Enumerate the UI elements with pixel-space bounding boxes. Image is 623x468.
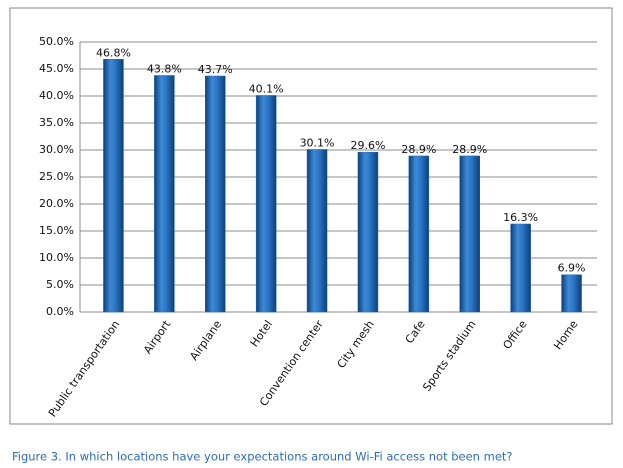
value-label: 46.8% [96, 46, 131, 59]
x-tick-label: City mesh [335, 318, 377, 371]
bar [459, 155, 480, 313]
y-tick-label: 0.0% [46, 305, 74, 318]
value-label: 6.9% [558, 262, 586, 275]
y-tick-label: 30.0% [39, 143, 74, 156]
caption: Figure 3. In which locations have your e… [12, 450, 513, 464]
y-tick-label: 5.0% [46, 278, 74, 291]
bar [255, 95, 277, 313]
bar [357, 151, 379, 313]
x-tick-label: Sports stadium [420, 318, 478, 394]
y-tick-label: 50.0% [39, 35, 74, 48]
y-tick-label: 35.0% [39, 116, 74, 129]
y-tick-label: 40.0% [39, 89, 74, 102]
value-label: 30.1% [300, 136, 335, 149]
value-label: 40.1% [249, 82, 284, 95]
bar [154, 75, 175, 313]
x-tick-label: Airport [141, 317, 174, 356]
value-label: 43.8% [147, 62, 182, 75]
value-label: 16.3% [503, 211, 538, 224]
y-tick-label: 10.0% [39, 251, 74, 264]
chart-border [9, 7, 613, 425]
x-tick-label: Public transportation [46, 318, 122, 419]
y-tick-label: 45.0% [39, 62, 74, 75]
x-tick-label: Airplane [187, 318, 224, 363]
bar [205, 75, 226, 313]
bar [103, 59, 124, 313]
value-label: 29.6% [350, 139, 385, 152]
y-tick-label: 15.0% [39, 224, 74, 237]
x-tick-label: Cafe [403, 318, 428, 346]
y-tick-label: 20.0% [39, 197, 74, 210]
value-label: 28.9% [452, 143, 487, 156]
x-tick-label: Home [551, 318, 580, 352]
value-label: 28.9% [401, 143, 436, 156]
x-tick-label: Office [500, 318, 529, 352]
bar [306, 149, 328, 313]
x-tick-label: Hotel [248, 318, 275, 349]
y-tick-label: 25.0% [39, 170, 74, 183]
bar [561, 274, 582, 313]
bar [408, 155, 430, 313]
value-label: 43.7% [198, 63, 233, 76]
bar [510, 223, 531, 313]
